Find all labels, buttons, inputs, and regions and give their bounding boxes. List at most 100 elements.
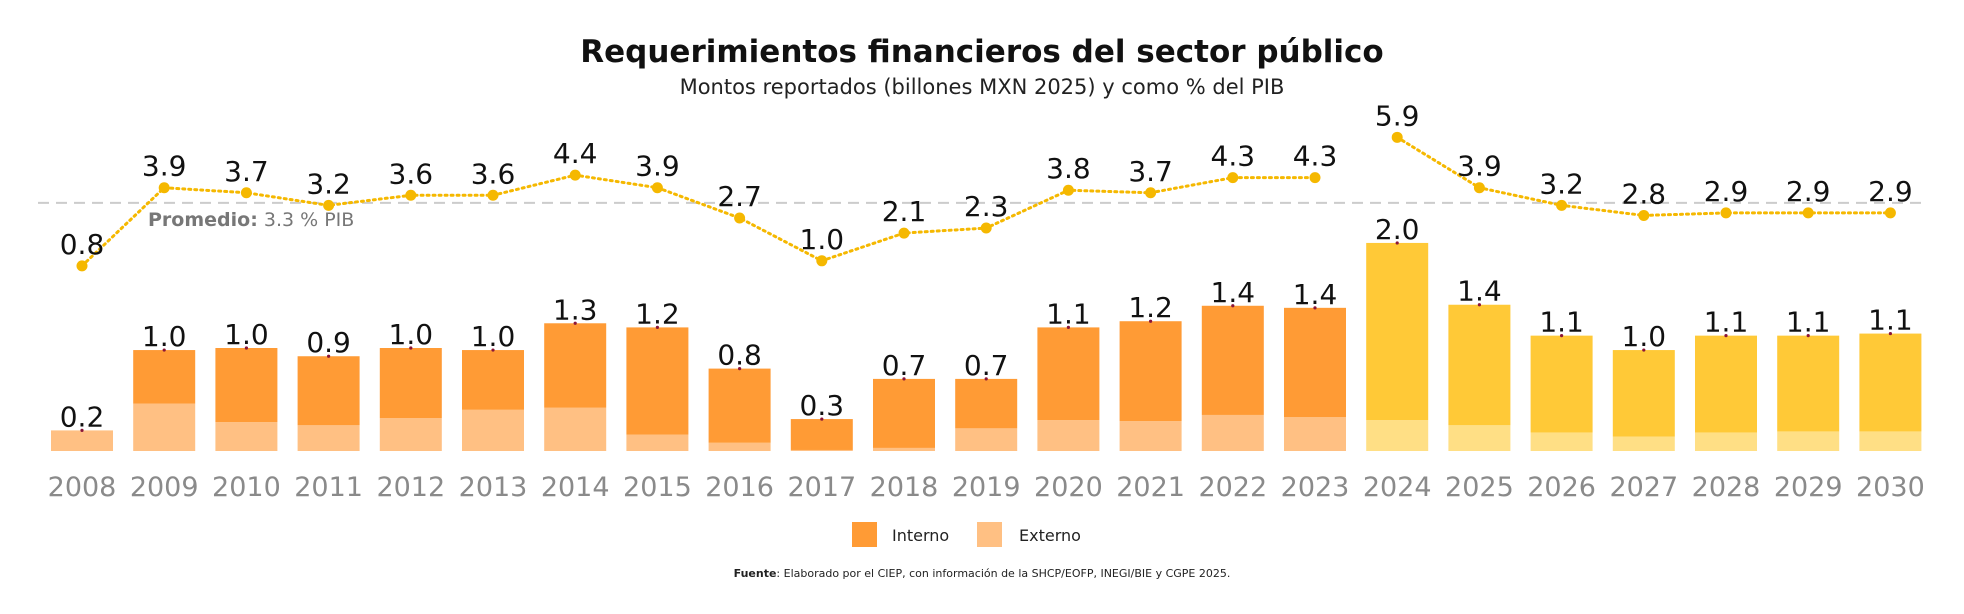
bar-value-label-2019: 0.7 bbox=[964, 349, 1009, 382]
pct-value-label-2009: 3.9 bbox=[142, 150, 187, 183]
bar-interno-2011 bbox=[297, 356, 360, 426]
pct-value-label-2024: 5.9 bbox=[1375, 99, 1420, 132]
pct-value-label-2030: 2.9 bbox=[1868, 175, 1913, 208]
bar-externo-2014 bbox=[544, 407, 607, 451]
x-tick-2015: 2015 bbox=[623, 472, 692, 503]
bar-top-dot-2019 bbox=[984, 377, 988, 381]
pct-value-label-2029: 2.9 bbox=[1786, 175, 1831, 208]
bar-externo-2013 bbox=[462, 409, 524, 451]
bar-labels-group: 0.2 1.0 1.0 0.9 1.0 1.0 1.3 1.2 0.8 0.3 0.7 0.7 1.1 1… bbox=[60, 213, 1913, 433]
x-tick-2023: 2023 bbox=[1281, 472, 1350, 503]
bar-top-dot-2016 bbox=[738, 367, 742, 371]
pct-labels-group: 0.8 3.9 3.7 3.2 3.6 3.6 4.4 3.9 2.7 1.0 2.1 2.3 3.8 3… bbox=[60, 99, 1913, 261]
bar-value-label-2026: 1.1 bbox=[1539, 306, 1584, 339]
bar-value-label-2029: 1.1 bbox=[1786, 306, 1831, 339]
pct-point-2008 bbox=[76, 260, 88, 272]
bar-top-dot-2015 bbox=[655, 325, 660, 329]
bar-top-dot-2024 bbox=[1395, 241, 1399, 245]
bar-externo-2015 bbox=[626, 434, 689, 451]
bar-top-dot-2013 bbox=[491, 348, 495, 352]
bar-top-dot-2009 bbox=[162, 348, 166, 352]
bar-top-dot-2022 bbox=[1231, 304, 1235, 308]
pct-value-label-2020: 3.8 bbox=[1046, 152, 1091, 185]
x-tick-2027: 2027 bbox=[1609, 472, 1678, 503]
legend: Interno Externo bbox=[852, 522, 1081, 547]
bar-value-label-2023: 1.4 bbox=[1293, 278, 1338, 311]
bar-value-label-2008: 0.2 bbox=[60, 400, 105, 433]
x-tick-2028: 2028 bbox=[1692, 472, 1761, 503]
x-tick-2011: 2011 bbox=[294, 472, 363, 503]
x-tick-2022: 2022 bbox=[1198, 472, 1267, 503]
average-value: 3.3 % PIB bbox=[264, 209, 354, 231]
pct-value-label-2028: 2.9 bbox=[1704, 175, 1749, 208]
bar-value-label-2028: 1.1 bbox=[1704, 306, 1749, 339]
bar-top-dot-2008 bbox=[80, 428, 84, 432]
x-tick-2010: 2010 bbox=[212, 472, 281, 503]
bar-interno-2012 bbox=[379, 348, 442, 419]
bar-value-label-2011: 0.9 bbox=[306, 326, 351, 359]
pct-point-2012 bbox=[405, 189, 417, 201]
chart-title: Requerimientos financieros del sector pú… bbox=[580, 34, 1383, 70]
pct-point-2019 bbox=[980, 222, 992, 234]
bar-top-dot-2021 bbox=[1149, 319, 1153, 323]
bar-interno-2024 bbox=[1366, 242, 1429, 421]
bar-externo-2024 bbox=[1366, 420, 1429, 451]
bar-value-label-2012: 1.0 bbox=[389, 318, 434, 351]
x-tick-2012: 2012 bbox=[376, 472, 445, 503]
bar-interno-2029 bbox=[1777, 335, 1840, 432]
bar-value-label-2025: 1.4 bbox=[1457, 275, 1502, 308]
bar-externo-2016 bbox=[708, 442, 771, 451]
bar-interno-2020 bbox=[1037, 327, 1100, 421]
pct-point-2009 bbox=[158, 182, 170, 194]
bar-top-dot-2028 bbox=[1724, 334, 1728, 338]
x-tick-2024: 2024 bbox=[1363, 472, 1432, 503]
pct-value-label-2011: 3.2 bbox=[306, 167, 351, 200]
bar-externo-2008 bbox=[51, 430, 113, 451]
bar-value-label-2016: 0.8 bbox=[717, 339, 762, 372]
average-label: Promedio: bbox=[148, 209, 258, 231]
bar-interno-2014 bbox=[544, 323, 607, 408]
pct-value-label-2026: 3.2 bbox=[1539, 167, 1584, 200]
bar-value-label-2009: 1.0 bbox=[142, 320, 187, 353]
pct-point-2023 bbox=[1309, 172, 1321, 184]
average-annotation: Promedio: 3.3 % PIB bbox=[148, 209, 354, 231]
bar-value-label-2014: 1.3 bbox=[553, 293, 598, 326]
bar-value-label-2027: 1.0 bbox=[1622, 320, 1667, 353]
x-tick-2009: 2009 bbox=[130, 472, 199, 503]
pct-value-label-2014: 4.4 bbox=[553, 137, 598, 170]
bar-interno-2009 bbox=[133, 350, 196, 404]
bar-value-label-2018: 0.7 bbox=[882, 349, 927, 382]
pct-value-label-2019: 2.3 bbox=[964, 190, 1009, 223]
pct-point-2017 bbox=[816, 255, 828, 267]
bar-interno-2016 bbox=[708, 368, 771, 443]
pct-value-label-2023: 4.3 bbox=[1293, 140, 1338, 173]
bar-interno-2026 bbox=[1530, 335, 1593, 433]
pct-point-2011 bbox=[323, 199, 335, 211]
bar-externo-2012 bbox=[379, 418, 442, 451]
bar-externo-2009 bbox=[133, 403, 196, 451]
pct-value-label-2008: 0.8 bbox=[60, 228, 105, 261]
legend-label-externo: Externo bbox=[1019, 526, 1081, 545]
x-tick-2021: 2021 bbox=[1116, 472, 1185, 503]
bar-externo-2021 bbox=[1119, 421, 1182, 451]
bar-top-dot-2012 bbox=[409, 346, 413, 350]
bar-value-label-2024: 2.0 bbox=[1375, 213, 1420, 246]
bar-externo-2020 bbox=[1037, 420, 1100, 451]
bar-value-label-2022: 1.4 bbox=[1211, 276, 1256, 309]
bar-value-label-2020: 1.1 bbox=[1046, 297, 1091, 330]
source-text: : Elaborado por el CIEP, con información… bbox=[776, 567, 1230, 580]
bar-value-label-2013: 1.0 bbox=[471, 320, 516, 353]
bar-externo-2025 bbox=[1448, 425, 1511, 451]
x-axis-ticks: 2008 2009 2010 2011 2012 2013 2014 2015 2016 2017… bbox=[48, 472, 1925, 503]
bar-interno-2013 bbox=[462, 350, 524, 410]
pct-value-label-2027: 2.8 bbox=[1622, 177, 1667, 210]
bar-interno-2022 bbox=[1201, 305, 1264, 415]
pct-point-2016 bbox=[734, 212, 746, 224]
bars-group bbox=[51, 242, 1922, 451]
bar-interno-2025 bbox=[1448, 304, 1511, 426]
bar-interno-2030 bbox=[1859, 333, 1922, 432]
bar-interno-2015 bbox=[626, 327, 689, 435]
pct-point-2029 bbox=[1802, 207, 1814, 219]
bar-value-label-2015: 1.2 bbox=[635, 297, 680, 330]
